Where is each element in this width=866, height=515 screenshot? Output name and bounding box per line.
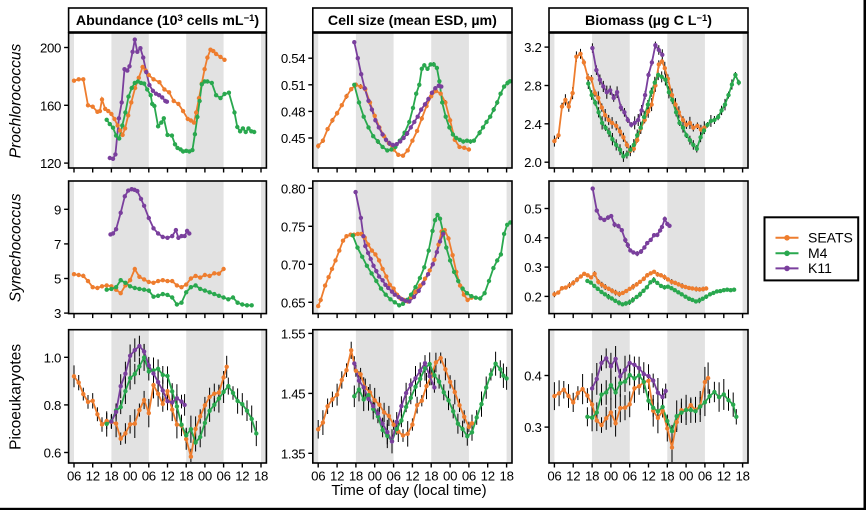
svg-text:2.4: 2.4 — [524, 117, 541, 132]
svg-text:18: 18 — [104, 468, 118, 483]
svg-text:Time of day (local time): Time of day (local time) — [331, 482, 486, 499]
svg-text:0.54: 0.54 — [281, 51, 305, 66]
svg-text:18: 18 — [585, 468, 599, 483]
svg-text:0.48: 0.48 — [281, 104, 305, 119]
svg-text:Cell size (mean ESD, µm): Cell size (mean ESD, µm) — [328, 13, 497, 29]
svg-text:12: 12 — [641, 468, 655, 483]
svg-text:18: 18 — [500, 468, 514, 483]
svg-text:18: 18 — [179, 468, 193, 483]
svg-text:200: 200 — [40, 41, 61, 56]
svg-text:06: 06 — [67, 468, 81, 483]
svg-text:12: 12 — [235, 468, 249, 483]
svg-text:18: 18 — [660, 468, 674, 483]
svg-text:0.45: 0.45 — [281, 131, 305, 146]
svg-text:12: 12 — [160, 468, 174, 483]
svg-text:0.3: 0.3 — [524, 420, 541, 435]
svg-text:00: 00 — [123, 468, 137, 483]
svg-text:Synechococcus: Synechococcus — [8, 193, 25, 302]
svg-text:0.6: 0.6 — [44, 446, 61, 461]
svg-text:12: 12 — [86, 468, 100, 483]
svg-text:2.8: 2.8 — [524, 79, 541, 94]
svg-text:160: 160 — [40, 98, 61, 113]
svg-text:1.35: 1.35 — [281, 446, 305, 461]
svg-text:0.2: 0.2 — [524, 289, 541, 304]
svg-text:00: 00 — [198, 468, 212, 483]
svg-text:K11: K11 — [808, 260, 832, 276]
svg-text:0.70: 0.70 — [281, 257, 305, 272]
svg-text:06: 06 — [698, 468, 712, 483]
svg-text:12: 12 — [566, 468, 580, 483]
svg-text:Prochlorococcus: Prochlorococcus — [8, 43, 25, 158]
svg-text:Picoeukaryotes: Picoeukaryotes — [8, 344, 25, 450]
svg-text:06: 06 — [142, 468, 156, 483]
svg-text:Biomass (µg C L−1): Biomass (µg C L−1) — [585, 13, 712, 29]
svg-text:1.55: 1.55 — [281, 326, 305, 341]
svg-text:Abundance (103 cells mL−1): Abundance (103 cells mL−1) — [76, 13, 260, 29]
svg-text:2.0: 2.0 — [524, 155, 541, 170]
svg-text:0.75: 0.75 — [281, 219, 305, 234]
svg-text:3.2: 3.2 — [524, 40, 541, 55]
svg-text:06: 06 — [623, 468, 637, 483]
svg-text:0.80: 0.80 — [281, 181, 305, 196]
svg-text:06: 06 — [217, 468, 231, 483]
svg-text:1.45: 1.45 — [281, 386, 305, 401]
svg-text:1.0: 1.0 — [44, 350, 61, 365]
svg-text:9: 9 — [54, 202, 61, 217]
svg-text:18: 18 — [736, 468, 750, 483]
svg-text:18: 18 — [254, 468, 268, 483]
svg-text:3: 3 — [54, 306, 61, 321]
svg-text:0.4: 0.4 — [524, 231, 541, 246]
svg-text:SEATS: SEATS — [808, 230, 853, 246]
svg-text:0.3: 0.3 — [524, 260, 541, 275]
svg-text:0.65: 0.65 — [281, 295, 305, 310]
svg-text:12: 12 — [717, 468, 731, 483]
svg-text:0.5: 0.5 — [524, 202, 541, 217]
svg-text:M4: M4 — [808, 245, 828, 261]
svg-text:00: 00 — [604, 468, 618, 483]
svg-text:0.8: 0.8 — [44, 398, 61, 413]
svg-text:06: 06 — [311, 468, 325, 483]
svg-text:5: 5 — [54, 272, 61, 287]
svg-text:7: 7 — [54, 237, 61, 252]
svg-text:0.51: 0.51 — [281, 78, 305, 93]
svg-text:120: 120 — [40, 156, 61, 171]
svg-text:0.4: 0.4 — [524, 369, 541, 384]
svg-text:00: 00 — [679, 468, 693, 483]
svg-text:06: 06 — [547, 468, 561, 483]
